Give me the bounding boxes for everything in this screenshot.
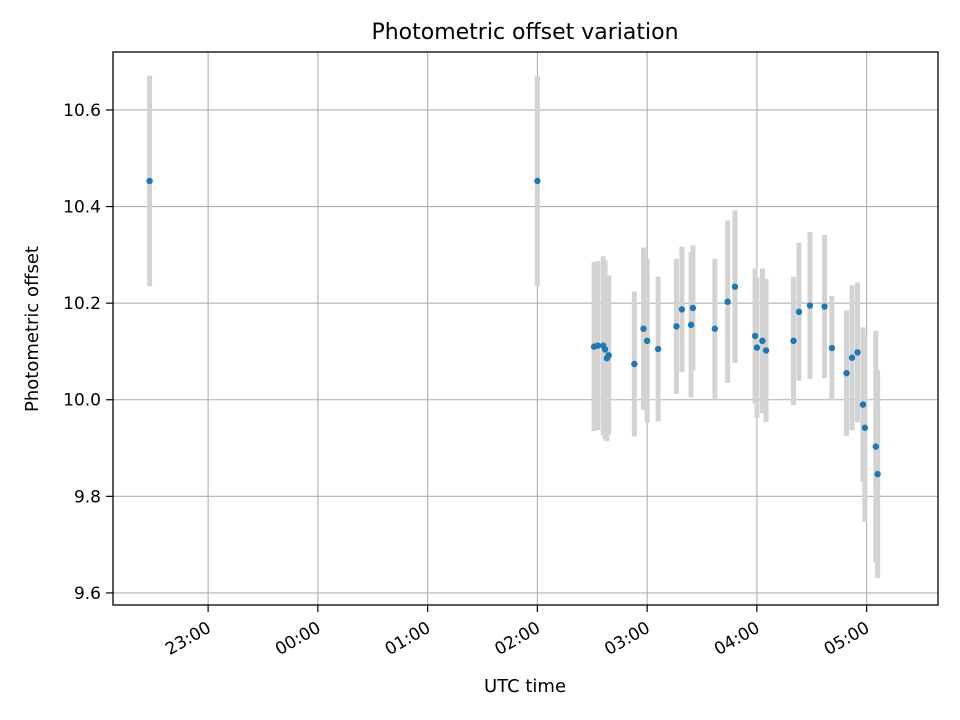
data-point — [643, 337, 651, 345]
y-tick-label: 10.2 — [63, 294, 101, 314]
data-point — [689, 304, 697, 312]
data-point — [751, 332, 759, 340]
y-tick-label: 10.4 — [63, 198, 101, 218]
data-point — [673, 323, 680, 330]
data-point — [640, 325, 647, 332]
y-tick-label: 9.8 — [74, 487, 101, 507]
y-tick-label: 10.6 — [63, 101, 101, 121]
data-point — [631, 360, 638, 368]
data-point — [874, 470, 881, 478]
data-point — [687, 321, 695, 329]
data-point — [654, 345, 662, 353]
data-point — [806, 302, 814, 309]
data-point — [534, 177, 541, 185]
data-point — [759, 337, 766, 345]
data-point — [601, 346, 609, 353]
y-axis-label: Photometric offset — [22, 246, 43, 412]
data-point — [848, 354, 856, 361]
y-axis-ticks: 9.6 9.8 10.0 10.2 10.4 10.6 — [63, 101, 113, 604]
data-point — [678, 306, 686, 313]
data-point — [821, 303, 828, 310]
data-point — [843, 369, 850, 377]
data-point — [711, 325, 719, 332]
data-point — [724, 298, 731, 305]
data-point — [828, 344, 836, 352]
data-point — [605, 352, 612, 359]
data-point — [731, 283, 739, 290]
data-point — [146, 177, 153, 185]
chart-title: Photometric offset variation — [371, 20, 678, 45]
data-point — [872, 443, 880, 450]
x-axis-label: UTC time — [484, 676, 566, 697]
data-point — [594, 342, 601, 349]
y-tick-label: 9.6 — [74, 584, 101, 604]
data-point — [795, 308, 803, 316]
data-point — [861, 424, 869, 431]
data-point — [859, 401, 867, 408]
plot-frame — [112, 51, 939, 606]
data-point — [790, 337, 797, 345]
y-tick-label: 10.0 — [63, 391, 101, 411]
data-point — [753, 344, 761, 351]
data-point — [854, 349, 861, 356]
data-points — [146, 177, 881, 478]
data-point — [762, 347, 770, 354]
